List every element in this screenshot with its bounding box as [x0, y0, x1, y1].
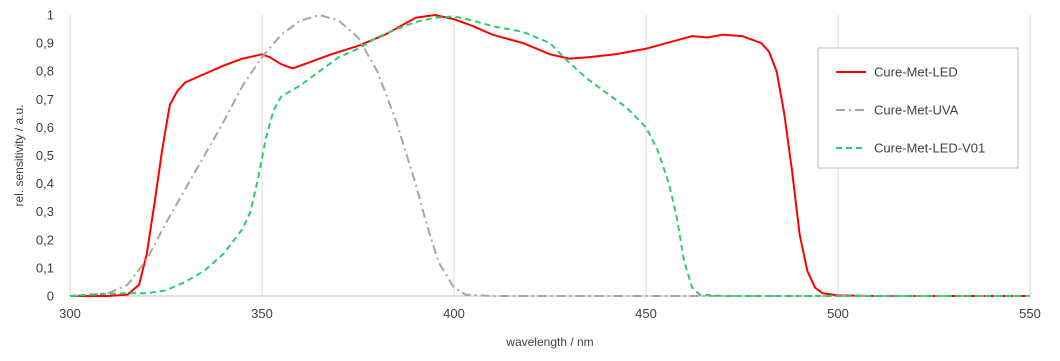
x-tick-label: 400	[443, 306, 465, 321]
y-tick-label: 0,5	[36, 148, 54, 163]
y-tick-label: 0,3	[36, 204, 54, 219]
x-tick-labels: 300 350 400 450 500 550	[59, 306, 1041, 321]
y-tick-label: 0	[47, 289, 54, 304]
y-tick-label: 1	[47, 8, 54, 23]
series-line-3	[69, 15, 1030, 297]
legend-label: Cure-Met-LED-V01	[874, 141, 985, 156]
y-tick-label: 0,1	[36, 260, 54, 275]
series-line-2	[69, 14, 1030, 297]
y-tick-label: 0,6	[36, 120, 54, 135]
y-axis-title: rel. sensitivity / a.u.	[12, 104, 26, 206]
y-tick-label: 0,7	[36, 92, 54, 107]
x-tick-label: 450	[635, 306, 657, 321]
x-tick-label: 500	[827, 306, 849, 321]
legend-label: Cure-Met-UVA	[874, 103, 959, 118]
y-tick-label: 0,9	[36, 36, 54, 51]
x-tick-label: 350	[251, 306, 273, 321]
legend: Cure-Met-LED Cure-Met-UVA Cure-Met-LED-V01	[817, 47, 1019, 169]
y-tick-label: 0,4	[36, 176, 54, 191]
series-line-1	[70, 14, 1030, 297]
x-tick-label: 300	[59, 306, 81, 321]
x-tick-label: 550	[1019, 306, 1041, 321]
x-axis-title: wavelength / nm	[505, 335, 593, 349]
y-tick-label: 0,8	[36, 64, 54, 79]
series-lines	[69, 14, 1030, 297]
legend-label: Cure-Met-LED	[874, 65, 958, 80]
y-tick-labels: 0 0,1 0,2 0,3 0,4 0,5 0,6 0,7 0,8 0,9 1	[36, 8, 54, 304]
y-tick-label: 0,2	[36, 232, 54, 247]
